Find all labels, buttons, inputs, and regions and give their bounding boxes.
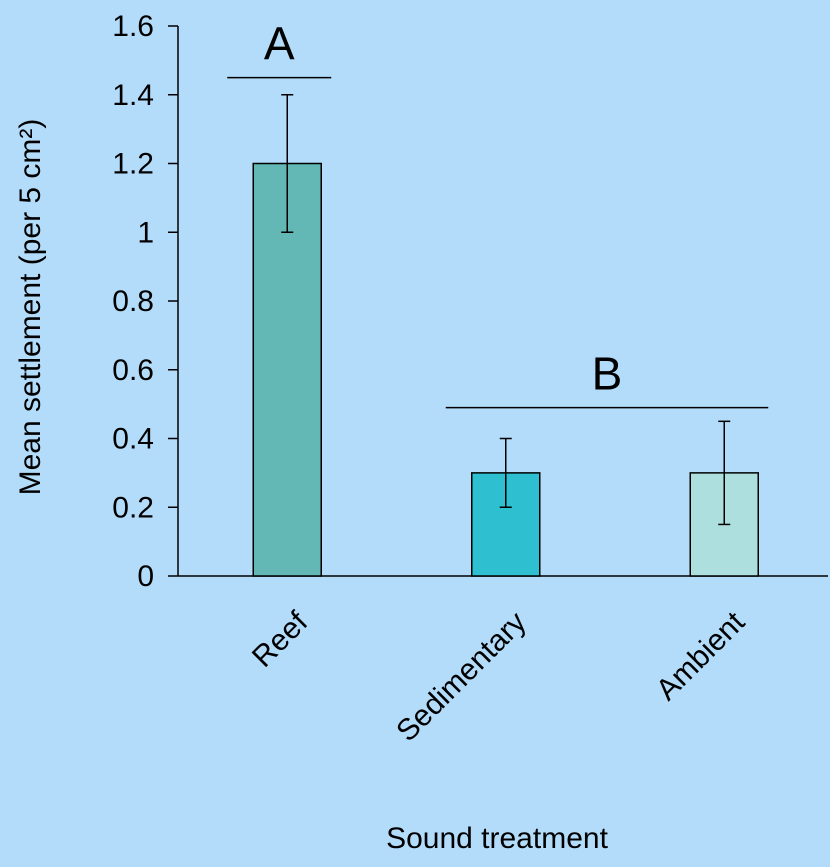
y-tick-label: 0.4 xyxy=(112,423,154,456)
y-tick-label: 0.2 xyxy=(112,491,154,524)
y-tick-label: 0.6 xyxy=(112,354,154,387)
x-axis-title: Sound treatment xyxy=(386,822,608,855)
y-axis-title: Mean settlement (per 5 cm²) xyxy=(14,119,47,496)
y-tick-label: 1.6 xyxy=(112,10,154,43)
significance-label: B xyxy=(592,348,623,400)
y-tick-label: 1 xyxy=(137,216,154,249)
y-tick-label: 1.4 xyxy=(112,79,154,112)
significance-label: A xyxy=(264,18,295,70)
y-tick-label: 1.2 xyxy=(112,148,154,181)
y-tick-label: 0 xyxy=(137,560,154,593)
y-tick-label: 0.8 xyxy=(112,285,154,318)
